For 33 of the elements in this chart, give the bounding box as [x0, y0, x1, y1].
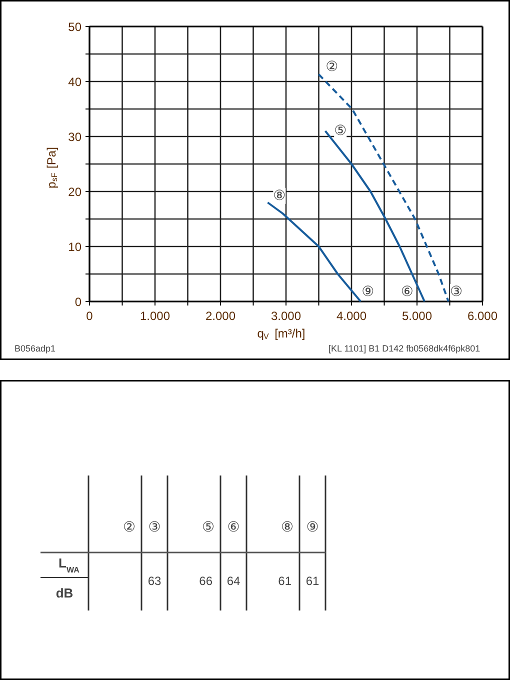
data-label: 63 — [148, 574, 162, 588]
x-tick-label: 0 — [86, 309, 94, 323]
y-tick-label: 10 — [68, 240, 82, 254]
text: [KL 1101] B1 D142 fb0568dk4f6pk801 — [328, 344, 480, 354]
annotation: ⑥ — [400, 284, 414, 300]
x-tick-label: 6.000 — [467, 309, 498, 323]
annotation: ⑧ — [273, 188, 286, 204]
x-tick-label: 4.000 — [336, 309, 367, 323]
y-tick-label: 50 — [68, 20, 82, 34]
x-tick-label: 3.000 — [270, 309, 302, 323]
text: dB — [56, 586, 74, 600]
y-tick-label: 30 — [68, 130, 82, 144]
x-tick-label: 5.000 — [402, 309, 432, 323]
annotation: ⑨ — [362, 284, 374, 300]
data-label: 64 — [226, 574, 240, 588]
y-tick-label: 20 — [68, 185, 82, 199]
text: B056adp1 — [14, 344, 56, 354]
x-tick-label: 1.000 — [140, 309, 170, 323]
data-label: 66 — [199, 574, 213, 588]
category-label: ⑥ — [227, 520, 240, 536]
category-label: ⑨ — [306, 520, 319, 536]
category-label: ⑧ — [280, 520, 294, 536]
data-label: 61 — [306, 574, 320, 588]
data-label: 61 — [278, 574, 292, 588]
annotation: ③ — [450, 284, 463, 300]
y-tick-label: 40 — [68, 75, 82, 89]
y-axis-title: psF [Pa] — [44, 147, 59, 188]
category-label: ⑤ — [202, 520, 215, 536]
annotation: ② — [326, 59, 338, 76]
x-tick-label: 2.000 — [205, 309, 236, 323]
y-tick-label: 0 — [74, 295, 82, 309]
category-label: ② — [122, 520, 136, 536]
category-label: ③ — [148, 520, 161, 536]
